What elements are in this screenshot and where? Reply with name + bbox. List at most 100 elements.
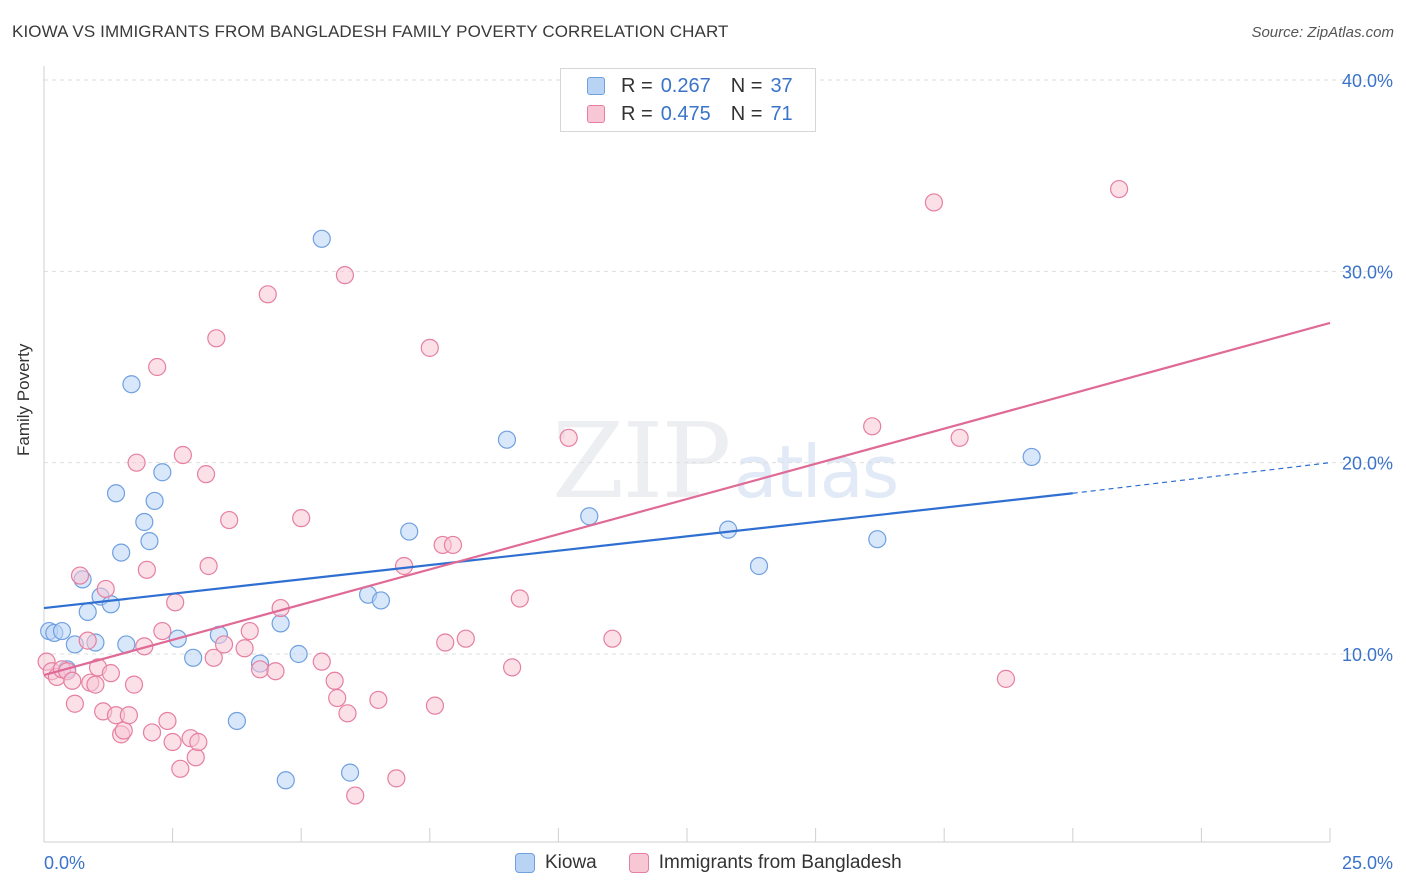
chart-title: KIOWA VS IMMIGRANTS FROM BANGLADESH FAMI… bbox=[12, 22, 729, 41]
axes bbox=[43, 66, 1331, 843]
bangladesh-point bbox=[204, 648, 223, 667]
kiowa-point bbox=[749, 556, 769, 576]
source-label: Source: ZipAtlas.com bbox=[1251, 24, 1394, 41]
bangladesh-point bbox=[196, 465, 216, 484]
bangladesh-point bbox=[63, 671, 82, 690]
legend-n-label: N = bbox=[730, 74, 763, 97]
bangladesh-point bbox=[171, 759, 190, 778]
bangladesh-point bbox=[240, 621, 259, 641]
bangladesh-point bbox=[924, 193, 944, 212]
bangladesh-point bbox=[101, 664, 120, 683]
kiowa-point bbox=[122, 375, 141, 394]
bangladesh-point bbox=[996, 669, 1016, 688]
gridlines bbox=[44, 79, 1394, 655]
bangladesh-point bbox=[425, 696, 445, 715]
legend-r-value: 0.475 bbox=[660, 102, 711, 125]
bangladesh-point bbox=[173, 445, 192, 465]
legend-r-value: 0.267 bbox=[660, 74, 711, 97]
kiowa-point bbox=[145, 491, 164, 511]
bangladesh-points bbox=[37, 179, 1129, 805]
tick-labels: 10.0% 20.0% 30.0% 40.0% 0.0% 25.0% bbox=[44, 71, 1393, 873]
bangladesh-trend-line bbox=[43, 321, 1331, 677]
legend-item-kiowa[interactable]: Kiowa bbox=[515, 852, 597, 874]
bangladesh-point bbox=[78, 631, 97, 650]
kiowa-point bbox=[52, 621, 72, 641]
legend-r-label: R = bbox=[621, 102, 653, 125]
kiowa-point bbox=[276, 771, 295, 790]
bangladesh-swatch bbox=[628, 853, 649, 873]
bangladesh-point bbox=[950, 428, 969, 447]
legend-r-label: R = bbox=[621, 74, 653, 97]
legend-item-bangladesh[interactable]: Immigrants from Bangladesh bbox=[628, 852, 902, 874]
bangladesh-point bbox=[142, 723, 162, 742]
legend-n-value: 71 bbox=[770, 102, 793, 125]
bangladesh-point bbox=[114, 721, 133, 740]
legend-label-kiowa: Kiowa bbox=[545, 852, 597, 873]
series-legend: Kiowa Immigrants from Bangladesh bbox=[515, 852, 934, 874]
bangladesh-point bbox=[387, 769, 406, 788]
bangladesh-point bbox=[119, 706, 138, 725]
kiowa-point bbox=[153, 463, 172, 482]
kiowa-point bbox=[580, 507, 599, 526]
watermark-zip: ZIP bbox=[552, 400, 731, 522]
bangladesh-point bbox=[338, 704, 357, 723]
bangladesh-point bbox=[510, 589, 529, 608]
kiowa-point bbox=[289, 644, 308, 664]
y-tick-label: 40.0% bbox=[1342, 71, 1393, 91]
bangladesh-point bbox=[207, 329, 226, 348]
kiowa-swatch bbox=[515, 853, 535, 873]
legend-row-bangladesh: R = 0.475 N = 71 bbox=[587, 101, 793, 127]
y-tick-label: 10.0% bbox=[1342, 645, 1393, 665]
bangladesh-point bbox=[369, 690, 388, 710]
kiowa-point bbox=[227, 711, 246, 731]
kiowa-point bbox=[400, 522, 419, 541]
kiowa-point bbox=[271, 614, 290, 633]
kiowa-swatch bbox=[587, 77, 605, 95]
bangladesh-point bbox=[214, 635, 234, 654]
kiowa-point bbox=[101, 595, 120, 614]
kiowa-point bbox=[1022, 447, 1041, 467]
kiowa-point bbox=[135, 512, 154, 532]
bangladesh-point bbox=[166, 593, 185, 612]
kiowa-point bbox=[868, 530, 887, 549]
y-tick-label: 20.0% bbox=[1342, 454, 1393, 474]
trend-lines bbox=[43, 321, 1331, 677]
kiowa-point bbox=[184, 648, 203, 667]
bangladesh-point bbox=[420, 338, 439, 357]
bangladesh-point bbox=[394, 556, 414, 576]
bangladesh-point bbox=[199, 556, 218, 576]
bangladesh-point bbox=[153, 621, 172, 641]
bangladesh-point bbox=[328, 688, 347, 708]
bangladesh-point bbox=[863, 417, 882, 436]
bangladesh-point bbox=[436, 633, 455, 652]
kiowa-point bbox=[340, 763, 360, 782]
bangladesh-point bbox=[96, 579, 115, 599]
legend-label-bangladesh: Immigrants from Bangladesh bbox=[658, 852, 902, 873]
kiowa-point bbox=[371, 591, 391, 610]
bangladesh-point bbox=[346, 786, 365, 805]
bangladesh-point bbox=[312, 652, 331, 671]
bangladesh-point bbox=[163, 732, 182, 752]
bangladesh-point bbox=[148, 357, 167, 377]
kiowa-trend-line bbox=[43, 492, 1073, 610]
bangladesh-point bbox=[559, 428, 578, 447]
y-tick-label: 30.0% bbox=[1342, 262, 1393, 282]
watermark: ZIPatlas bbox=[552, 400, 899, 522]
bangladesh-point bbox=[325, 671, 344, 690]
bangladesh-point bbox=[235, 639, 254, 658]
legend-n-label: N = bbox=[730, 102, 763, 125]
bangladesh-point bbox=[292, 509, 311, 528]
bangladesh-point bbox=[189, 732, 208, 752]
kiowa-trend-extension bbox=[1072, 462, 1331, 494]
bangladesh-point bbox=[266, 662, 285, 681]
bangladesh-point bbox=[137, 560, 156, 579]
bangladesh-point bbox=[127, 453, 146, 472]
bangladesh-point bbox=[186, 748, 205, 767]
kiowa-point bbox=[312, 229, 331, 248]
x-tick-label: 25.0% bbox=[1342, 853, 1393, 873]
legend-n-value: 37 bbox=[770, 74, 793, 97]
bangladesh-point bbox=[603, 629, 622, 648]
kiowa-points bbox=[40, 229, 1041, 790]
y-axis-label: Family Poverty bbox=[14, 343, 33, 456]
